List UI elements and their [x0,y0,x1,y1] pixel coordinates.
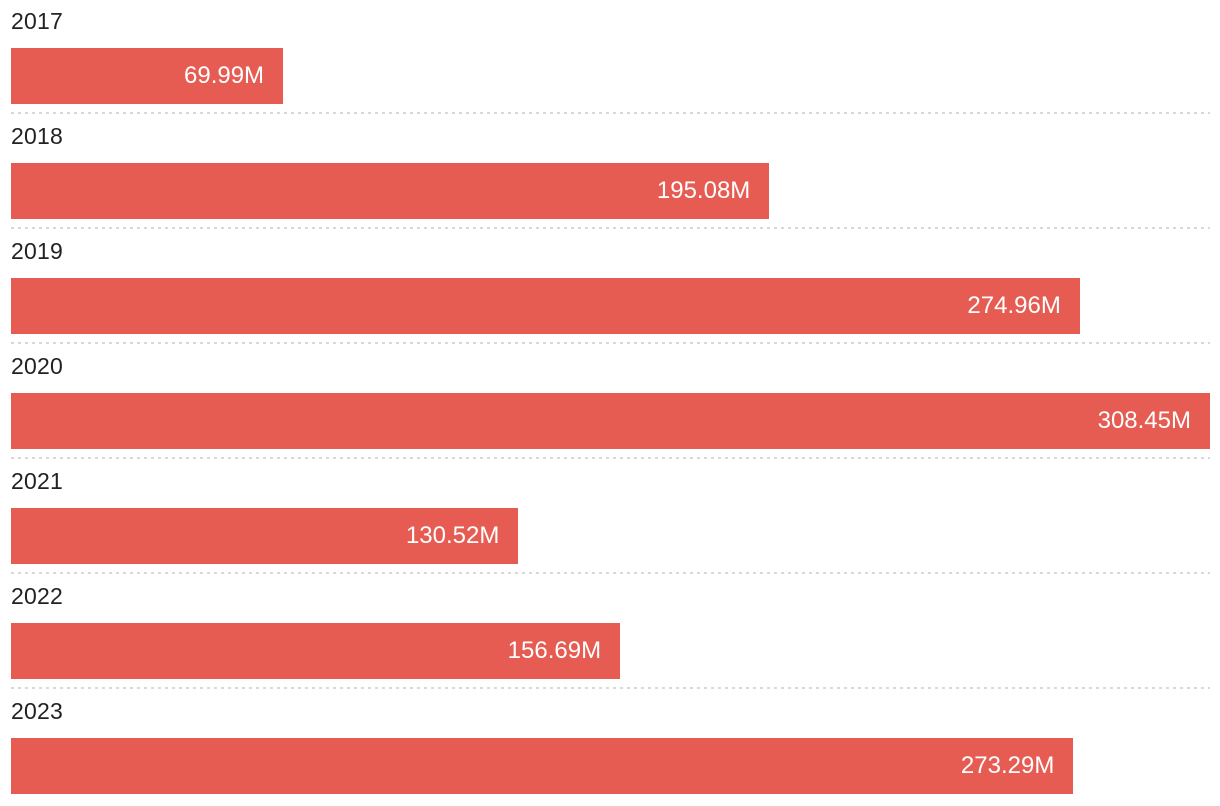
category-label-2020: 2020 [11,353,63,379]
value-label-2017: 69.99M [184,62,265,89]
bar-row: 2020 308.45M [11,345,1210,460]
category-label-2017: 2017 [11,8,63,34]
category-label-2022: 2022 [11,583,63,609]
row-separator [11,687,1210,689]
bar-row: 2022 156.69M [11,575,1210,690]
bar-2023[interactable]: 273.29M [11,738,1074,794]
bar-row: 2021 130.52M [11,460,1210,575]
bar-2021[interactable]: 130.52M [11,508,519,564]
category-label-2018: 2018 [11,123,63,149]
bar-2019[interactable]: 274.96M [11,278,1080,334]
category-label-2023: 2023 [11,698,63,724]
bar-2020[interactable]: 308.45M [11,393,1210,449]
row-separator [11,227,1210,229]
bar-2022[interactable]: 156.69M [11,623,621,679]
value-label-2020: 308.45M [1097,407,1191,434]
bar-row: 2017 69.99M [11,0,1210,115]
category-label-2021: 2021 [11,468,63,494]
value-label-2022: 156.69M [507,637,602,664]
row-separator [11,112,1210,114]
bar-2017[interactable]: 69.99M [11,48,284,104]
value-label-2023: 273.29M [960,752,1055,779]
row-separator [11,457,1210,459]
bar-row: 2019 274.96M [11,230,1210,345]
category-label-2019: 2019 [11,238,63,264]
bar-2018[interactable]: 195.08M [11,163,770,219]
value-label-2018: 195.08M [656,177,751,204]
row-separator [11,342,1210,344]
bar-row: 2018 195.08M [11,115,1210,230]
bar-row: 2023 273.29M [11,690,1210,805]
value-label-2019: 274.96M [967,292,1061,319]
value-label-2021: 130.52M [405,522,500,549]
row-separator [11,572,1210,574]
